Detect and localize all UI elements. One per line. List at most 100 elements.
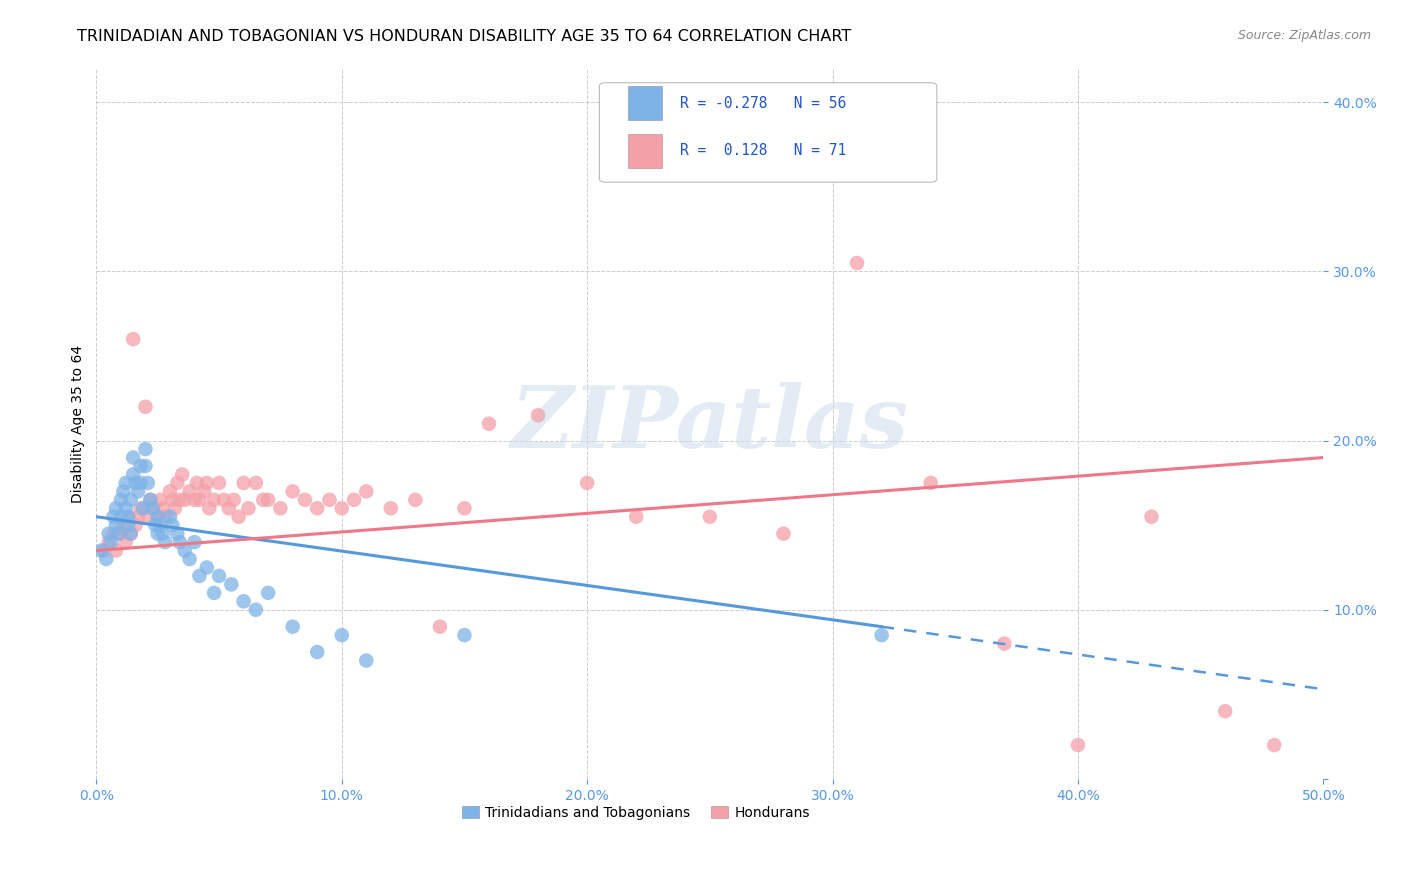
Point: [134, 400, 156, 414]
Point: [186, 475, 208, 490]
FancyBboxPatch shape: [599, 83, 936, 182]
Point: [117, 509, 139, 524]
Point: [143, 518, 166, 533]
Point: [188, 492, 211, 507]
Point: [110, 526, 132, 541]
Point: [527, 409, 550, 423]
Point: [870, 628, 893, 642]
Point: [146, 509, 169, 524]
Point: [90, 543, 112, 558]
Point: [195, 475, 218, 490]
Point: [142, 501, 165, 516]
Point: [132, 501, 155, 516]
Point: [212, 492, 235, 507]
Point: [122, 332, 145, 346]
Point: [404, 492, 426, 507]
Point: [149, 492, 172, 507]
Point: [281, 484, 304, 499]
Point: [626, 509, 648, 524]
Point: [152, 526, 174, 541]
Point: [127, 509, 149, 524]
Point: [208, 569, 231, 583]
Point: [122, 467, 145, 482]
Point: [153, 535, 176, 549]
Bar: [627, 87, 662, 120]
Point: [114, 535, 136, 549]
Point: [179, 552, 201, 566]
Point: [166, 526, 188, 541]
Text: R = -0.278   N = 56: R = -0.278 N = 56: [681, 95, 846, 111]
Point: [221, 577, 243, 591]
Point: [166, 475, 188, 490]
Point: [232, 594, 254, 608]
Point: [104, 518, 127, 533]
Point: [97, 535, 120, 549]
Point: [232, 475, 254, 490]
Point: [153, 509, 176, 524]
Point: [281, 620, 304, 634]
Point: [343, 492, 366, 507]
Point: [198, 501, 221, 516]
Text: R =  0.128   N = 71: R = 0.128 N = 71: [681, 144, 846, 159]
Point: [257, 586, 280, 600]
Point: [142, 501, 165, 516]
Point: [112, 518, 135, 533]
Point: [103, 509, 125, 524]
Point: [136, 509, 159, 524]
Point: [294, 492, 316, 507]
Point: [114, 501, 136, 516]
Point: [163, 501, 186, 516]
Point: [112, 484, 135, 499]
Point: [97, 526, 120, 541]
Point: [104, 501, 127, 516]
Point: [139, 492, 162, 507]
Point: [183, 535, 205, 549]
Point: [103, 526, 125, 541]
Point: [179, 484, 201, 499]
Point: [159, 509, 181, 524]
Point: [222, 492, 245, 507]
Point: [104, 543, 127, 558]
Point: [1140, 509, 1163, 524]
Point: [110, 509, 132, 524]
Point: [356, 653, 378, 667]
Point: [120, 492, 142, 507]
Point: [228, 509, 250, 524]
Point: [162, 518, 184, 533]
Point: [245, 475, 267, 490]
Point: [134, 458, 156, 473]
Point: [129, 501, 152, 516]
Point: [188, 569, 211, 583]
Point: [202, 492, 225, 507]
Legend: Trinidadians and Tobagonians, Hondurans: Trinidadians and Tobagonians, Hondurans: [457, 800, 815, 825]
Point: [193, 484, 215, 499]
Point: [93, 543, 115, 558]
Point: [453, 501, 475, 516]
Point: [257, 492, 280, 507]
Point: [356, 484, 378, 499]
Point: [124, 518, 146, 533]
Point: [1213, 704, 1236, 718]
Point: [380, 501, 402, 516]
Point: [169, 535, 191, 549]
Point: [252, 492, 274, 507]
Text: Source: ZipAtlas.com: Source: ZipAtlas.com: [1237, 29, 1371, 42]
Point: [478, 417, 501, 431]
Point: [772, 526, 794, 541]
Point: [146, 526, 169, 541]
Point: [173, 492, 195, 507]
Point: [993, 637, 1015, 651]
Point: [269, 501, 291, 516]
Point: [920, 475, 942, 490]
Text: TRINIDADIAN AND TOBAGONIAN VS HONDURAN DISABILITY AGE 35 TO 64 CORRELATION CHART: TRINIDADIAN AND TOBAGONIAN VS HONDURAN D…: [77, 29, 852, 44]
Point: [1263, 738, 1285, 752]
Y-axis label: Disability Age 35 to 64: Disability Age 35 to 64: [72, 344, 86, 503]
Point: [195, 560, 218, 574]
Point: [120, 526, 142, 541]
Bar: [627, 134, 662, 168]
Point: [1067, 738, 1090, 752]
Point: [202, 586, 225, 600]
Point: [307, 645, 329, 659]
Point: [330, 501, 353, 516]
Point: [136, 475, 159, 490]
